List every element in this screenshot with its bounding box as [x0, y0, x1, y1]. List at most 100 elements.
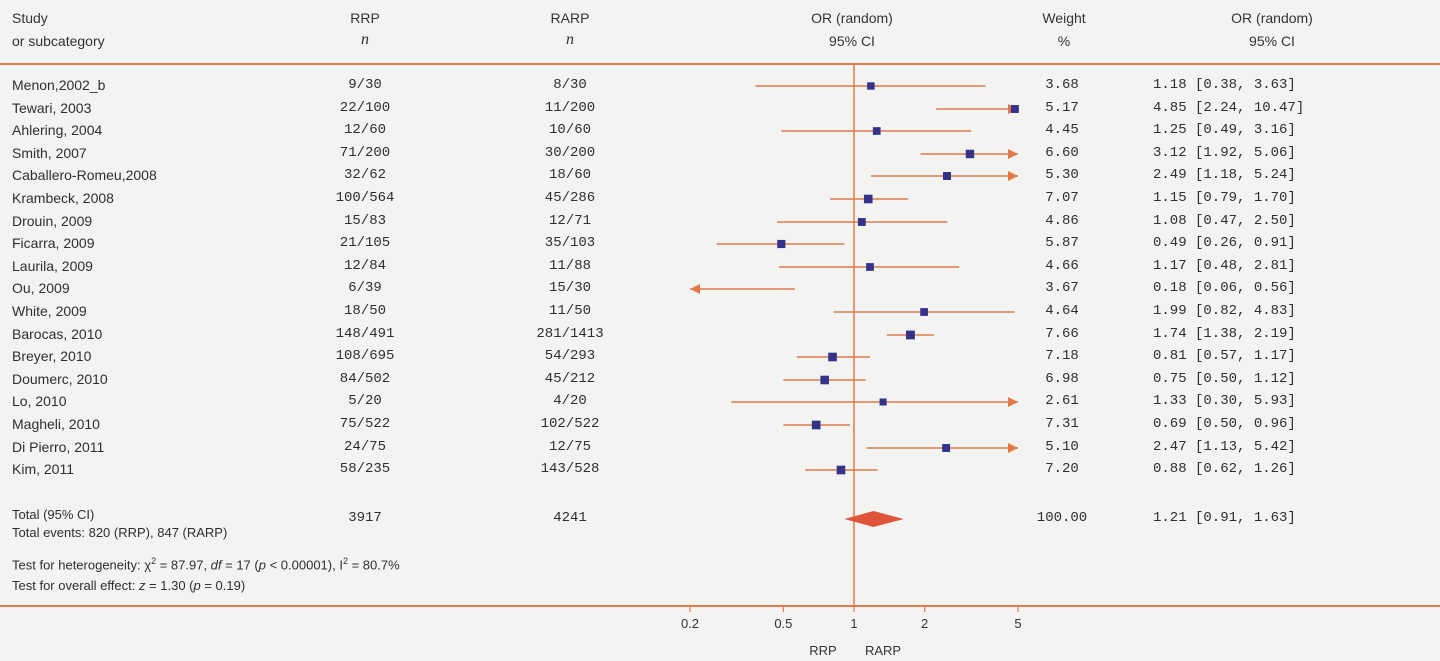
rrp-value: 100/564 [335, 190, 395, 206]
study-marker [942, 444, 951, 452]
rrp-value: 58/235 [339, 461, 391, 477]
overall-effect-test: Test for overall effect: z = 1.30 (p = 0… [12, 578, 246, 593]
study-name: Caballero-Romeu,2008 [12, 167, 157, 183]
weight-value: 7.07 [1045, 190, 1079, 206]
or-ci-value: 3.12 [1.92, 5.06] [1153, 145, 1296, 161]
study-name: Drouin, 2009 [12, 213, 93, 229]
heterogeneity-test: Test for heterogeneity: χ2 = 87.97, df =… [12, 556, 400, 573]
or-ci-value: 2.49 [1.18, 5.24] [1153, 167, 1296, 183]
rrp-value: 12/84 [343, 258, 387, 274]
rrp-value: 18/50 [343, 303, 387, 319]
or-ci-value: 0.69 [0.50, 0.96] [1153, 416, 1296, 432]
axis-tick-label: 0.2 [681, 616, 699, 631]
rarp-value: 11/88 [548, 258, 592, 274]
weight-value: 7.31 [1045, 416, 1079, 432]
rarp-value: 143/528 [540, 461, 600, 477]
study-name: Ou, 2009 [12, 280, 70, 296]
weight-value: 6.60 [1045, 145, 1079, 161]
ci-arrow-right [1008, 171, 1018, 181]
footer-rule [0, 605, 1440, 607]
rarp-value: 12/75 [548, 439, 592, 455]
rarp-value: 281/1413 [536, 326, 604, 342]
study-marker [866, 263, 874, 271]
or-ci-value: 1.99 [0.82, 4.83] [1153, 303, 1296, 319]
weight-value: 2.61 [1045, 393, 1079, 409]
rarp-value: 11/50 [548, 303, 592, 319]
study-marker [811, 420, 821, 430]
weight-value: 7.20 [1045, 461, 1079, 477]
rrp-value: 21/105 [339, 235, 391, 251]
study-subheader: or subcategory [12, 33, 105, 49]
or-ci-value: 0.88 [0.62, 1.26] [1153, 461, 1296, 477]
rrp-header: RRP [350, 10, 380, 26]
study-name: Ahlering, 2004 [12, 122, 103, 138]
plot-header: OR (random) [811, 10, 893, 26]
header-rule [0, 63, 1440, 65]
weight-value: 7.66 [1045, 326, 1079, 342]
study-name: Smith, 2007 [12, 145, 87, 161]
favours-rarp-label: RARP [865, 643, 901, 658]
or-ci-value: 0.81 [0.57, 1.17] [1153, 348, 1296, 364]
study-name: Menon,2002_b [12, 77, 106, 93]
total-rarp: 4241 [553, 510, 587, 526]
rrp-value: 32/62 [343, 167, 387, 183]
rrp-value: 12/60 [343, 122, 387, 138]
or-ci-value: 1.33 [0.30, 5.93] [1153, 393, 1296, 409]
or-ci-value: 1.15 [0.79, 1.70] [1153, 190, 1296, 206]
total-events: Total events: 820 (RRP), 847 (RARP) [12, 525, 228, 540]
study-marker [777, 239, 786, 249]
axis-tick-label: 2 [921, 616, 928, 631]
rarp-value: 11/200 [544, 100, 596, 116]
weight-value: 4.64 [1045, 303, 1079, 319]
weight-value: 4.66 [1045, 258, 1079, 274]
weight-value: 5.30 [1045, 167, 1079, 183]
rarp-value: 54/293 [544, 348, 596, 364]
rarp-value: 18/60 [548, 167, 592, 183]
study-name: Laurila, 2009 [12, 258, 93, 274]
study-name: Lo, 2010 [12, 393, 67, 409]
or-subheader: 95% CI [1249, 33, 1295, 49]
or-ci-value: 1.18 [0.38, 3.63] [1153, 77, 1296, 93]
rarp-value: 35/103 [544, 235, 596, 251]
study-marker [857, 218, 866, 226]
study-name: Doumerc, 2010 [12, 371, 108, 387]
weight-value: 5.17 [1045, 100, 1079, 116]
rarp-value: 10/60 [548, 122, 592, 138]
rarp-value: 4/20 [553, 393, 587, 409]
study-marker [965, 149, 975, 159]
total-label: Total (95% CI) [12, 507, 95, 522]
rrp-value: 75/522 [339, 416, 391, 432]
study-name: Ficarra, 2009 [12, 235, 95, 251]
rarp-value: 45/286 [544, 190, 596, 206]
or-ci-value: 1.08 [0.47, 2.50] [1153, 213, 1296, 229]
or-ci-value: 1.25 [0.49, 3.16] [1153, 122, 1296, 138]
rrp-value: 71/200 [339, 145, 391, 161]
weight-value: 7.18 [1045, 348, 1079, 364]
or-ci-value: 0.75 [0.50, 1.12] [1153, 371, 1296, 387]
study-marker [1010, 105, 1019, 113]
axis-tick-label: 1 [850, 616, 857, 631]
rrp-value: 148/491 [335, 326, 395, 342]
total-or: 1.21 [0.91, 1.63] [1153, 510, 1296, 526]
rrp-value: 108/695 [335, 348, 395, 364]
ci-arrow-right [1008, 149, 1018, 159]
ci-arrow-right [1008, 443, 1018, 453]
weight-value: 5.87 [1045, 235, 1079, 251]
rrp-value: 24/75 [343, 439, 387, 455]
study-marker [920, 308, 928, 316]
study-name: Kim, 2011 [12, 461, 74, 477]
weight-value: 6.98 [1045, 371, 1079, 387]
or-ci-value: 0.49 [0.26, 0.91] [1153, 235, 1296, 251]
or-ci-value: 0.18 [0.06, 0.56] [1153, 280, 1296, 296]
study-name: White, 2009 [12, 303, 87, 319]
weight-value: 5.10 [1045, 439, 1079, 455]
or-ci-value: 1.17 [0.48, 2.81] [1153, 258, 1296, 274]
study-marker [820, 375, 829, 385]
weight-value: 4.45 [1045, 122, 1079, 138]
rrp-value: 6/39 [348, 280, 382, 296]
rarp-value: 12/71 [548, 213, 592, 229]
study-name: Tewari, 2003 [12, 100, 92, 116]
rrp-value: 22/100 [339, 100, 391, 116]
study-marker [879, 398, 887, 406]
